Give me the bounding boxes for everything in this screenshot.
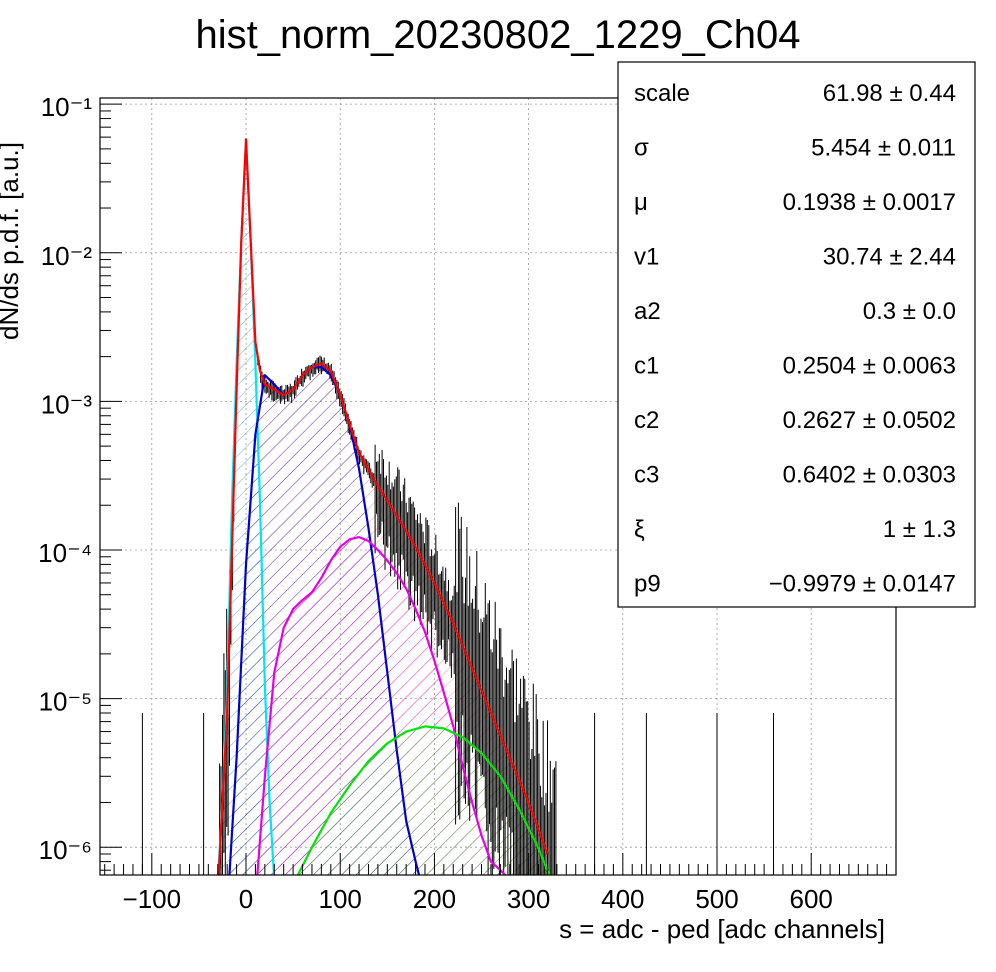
y-tick-label: 10⁻⁶: [39, 835, 92, 865]
x-tick-label: 600: [790, 884, 833, 914]
series-line-2: [228, 366, 421, 875]
stats-value-4: 0.3 ± 0.0: [863, 298, 956, 325]
y-tick-label: 10⁻⁵: [39, 687, 92, 717]
x-tick-label: 400: [601, 884, 644, 914]
series-line-4: [296, 725, 551, 875]
x-axis-label: s = adc - ped [adc channels]: [559, 914, 885, 944]
chart-title: hist_norm_20230802_1229_Ch04: [196, 13, 801, 57]
stats-name-9: p9: [634, 571, 661, 598]
x-tick-label: 500: [695, 884, 738, 914]
stats-value-3: 30.74 ± 2.44: [823, 244, 956, 271]
y-tick-label: 10⁻⁴: [38, 538, 92, 568]
stats-value-9: −0.9979 ± 0.0147: [769, 571, 956, 598]
x-tick-label: 300: [507, 884, 550, 914]
stats-name-6: c2: [634, 407, 659, 434]
series-line-0: [217, 138, 549, 875]
stats-name-1: σ: [634, 135, 649, 162]
x-tick-label: 200: [413, 884, 456, 914]
y-tick-label: 10⁻³: [41, 389, 93, 419]
stats-value-2: 0.1938 ± 0.0017: [783, 189, 956, 216]
y-ticks-layer: 10⁻⁶ 10⁻⁵ 10⁻⁴ 10⁻³ 10⁻² 10⁻¹: [38, 92, 122, 871]
stats-value-7: 0.6402 ± 0.0303: [783, 462, 956, 489]
stats-value-0: 61.98 ± 0.44: [823, 80, 956, 107]
fit-curves-layer: [217, 138, 551, 875]
stats-value-6: 0.2627 ± 0.0502: [783, 407, 956, 434]
stats-name-0: scale: [634, 80, 690, 107]
stats-name-2: μ: [634, 189, 648, 216]
y-axis-label: dN/ds p.d.f. [a.u.]: [0, 142, 24, 340]
stats-name-3: v1: [634, 244, 659, 271]
y-tick-label: 10⁻¹: [41, 92, 93, 122]
x-tick-label: 0: [239, 884, 253, 914]
stats-name-4: a2: [634, 298, 661, 325]
series-line-3: [256, 536, 506, 875]
x-ticks-layer: −100 0 100 200 300 400 500 600: [104, 853, 897, 914]
stats-value-5: 0.2504 ± 0.0063: [783, 353, 956, 380]
stats-name-5: c1: [634, 353, 659, 380]
stats-name-8: ξ: [634, 516, 645, 543]
stats-box-frame: [617, 61, 976, 608]
stats-rows: scale 61.98 ± 0.44 σ 5.454 ± 0.011 μ 0.1938 ±…: [634, 80, 956, 598]
stats-name-7: c3: [634, 462, 659, 489]
x-tick-label: −100: [123, 884, 182, 914]
y-tick-label: 10⁻²: [41, 241, 93, 271]
x-tick-label: 100: [319, 884, 362, 914]
stats-value-8: 1 ± 1.3: [883, 516, 956, 543]
stats-value-1: 5.454 ± 0.011: [811, 135, 956, 162]
stats-box: scale 61.98 ± 0.44 σ 5.454 ± 0.011 μ 0.1938 ±…: [617, 61, 976, 608]
